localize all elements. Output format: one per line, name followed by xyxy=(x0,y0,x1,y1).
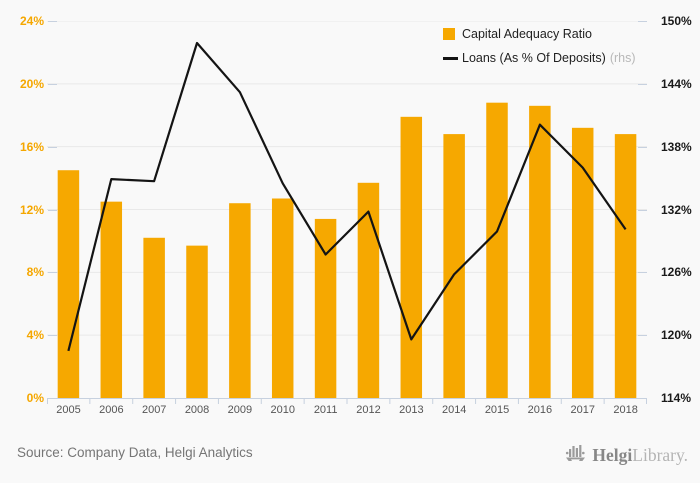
bar-2012 xyxy=(357,182,380,398)
left-axis-label: 16% xyxy=(19,139,44,154)
bar-2016 xyxy=(529,105,551,398)
bar-2008 xyxy=(186,245,208,398)
legend-item-bar: Capital Adequacy Ratio xyxy=(443,26,636,42)
x-axis-label: 2018 xyxy=(613,404,638,416)
logo-word-helgi: Helgi xyxy=(592,445,633,465)
x-axis-label: 2010 xyxy=(270,404,296,416)
bar-swatch-icon xyxy=(443,28,455,40)
x-axis-label: 2007 xyxy=(141,404,167,416)
x-axis-label: 2014 xyxy=(441,404,467,416)
legend-rhs-note: (rhs) xyxy=(609,51,636,65)
right-axis-tick xyxy=(638,335,647,337)
right-axis-label: 150% xyxy=(661,14,692,28)
legend-label-line: Loans (As % Of Deposits) xyxy=(462,51,606,65)
x-axis-label: 2011 xyxy=(313,404,338,416)
x-axis-label: 2017 xyxy=(570,404,596,416)
logo-word-library: Library. xyxy=(632,445,688,465)
right-axis-tick xyxy=(638,398,647,399)
left-axis-label: 24% xyxy=(19,14,44,28)
bar-2013 xyxy=(400,116,423,398)
x-axis-label: 2006 xyxy=(99,404,124,416)
left-axis-tick xyxy=(48,146,57,148)
bar-2014 xyxy=(443,134,465,398)
x-axis-label: 2009 xyxy=(227,404,253,416)
left-axis-label: 12% xyxy=(19,202,44,217)
helgi-library-logo: HelgiLibrary. xyxy=(564,444,688,465)
right-axis-tick xyxy=(638,83,647,85)
bar-2018 xyxy=(614,134,637,398)
line-swatch-icon xyxy=(443,56,458,60)
bar-2006 xyxy=(100,201,123,398)
left-axis-tick xyxy=(48,83,57,85)
right-axis-label: 120% xyxy=(661,328,692,343)
bar-2010 xyxy=(271,198,294,398)
x-axis-label: 2008 xyxy=(184,404,210,416)
legend-label-bar: Capital Adequacy Ratio xyxy=(462,27,592,41)
bar-2007 xyxy=(143,237,165,398)
bar-2015 xyxy=(486,102,508,399)
right-axis-label: 114% xyxy=(661,391,692,405)
right-axis-label: 138% xyxy=(661,139,692,154)
right-axis-tick xyxy=(638,146,647,148)
x-axis-label: 2013 xyxy=(399,404,424,416)
left-axis-tick xyxy=(48,335,57,337)
x-axis-label: 2015 xyxy=(484,404,510,416)
left-axis-label: 4% xyxy=(26,328,44,343)
legend-item-line: Loans (As % Of Deposits) (rhs) xyxy=(443,50,636,66)
left-axis-tick xyxy=(48,398,57,399)
line-series xyxy=(67,41,627,352)
right-axis-tick xyxy=(638,272,647,274)
helgi-ship-icon xyxy=(566,445,586,461)
right-axis-label: 132% xyxy=(661,202,692,217)
left-axis-tick xyxy=(48,21,57,22)
bar-2005 xyxy=(57,170,80,398)
logo-text: HelgiLibrary. xyxy=(592,446,688,465)
plot-area xyxy=(47,21,647,404)
right-axis-label: 144% xyxy=(661,76,692,91)
x-axis-label: 2005 xyxy=(56,404,81,416)
x-axis-label: 2016 xyxy=(527,404,553,416)
left-axis-tick xyxy=(48,209,57,211)
left-axis-label: 20% xyxy=(19,76,44,91)
right-axis-tick xyxy=(638,209,647,211)
right-axis-label: 126% xyxy=(661,265,692,280)
bar-2017 xyxy=(571,127,594,398)
left-axis-label: 0% xyxy=(26,391,44,405)
bar-2009 xyxy=(229,203,251,398)
source-text: Source: Company Data, Helgi Analytics xyxy=(17,445,253,460)
right-axis-tick xyxy=(638,21,647,22)
left-axis-label: 8% xyxy=(26,265,44,280)
bar-2011 xyxy=(314,218,337,398)
x-axis-label: 2012 xyxy=(356,404,381,416)
left-axis-tick xyxy=(48,272,57,274)
legend: Capital Adequacy Ratio Loans (As % Of De… xyxy=(443,26,636,74)
